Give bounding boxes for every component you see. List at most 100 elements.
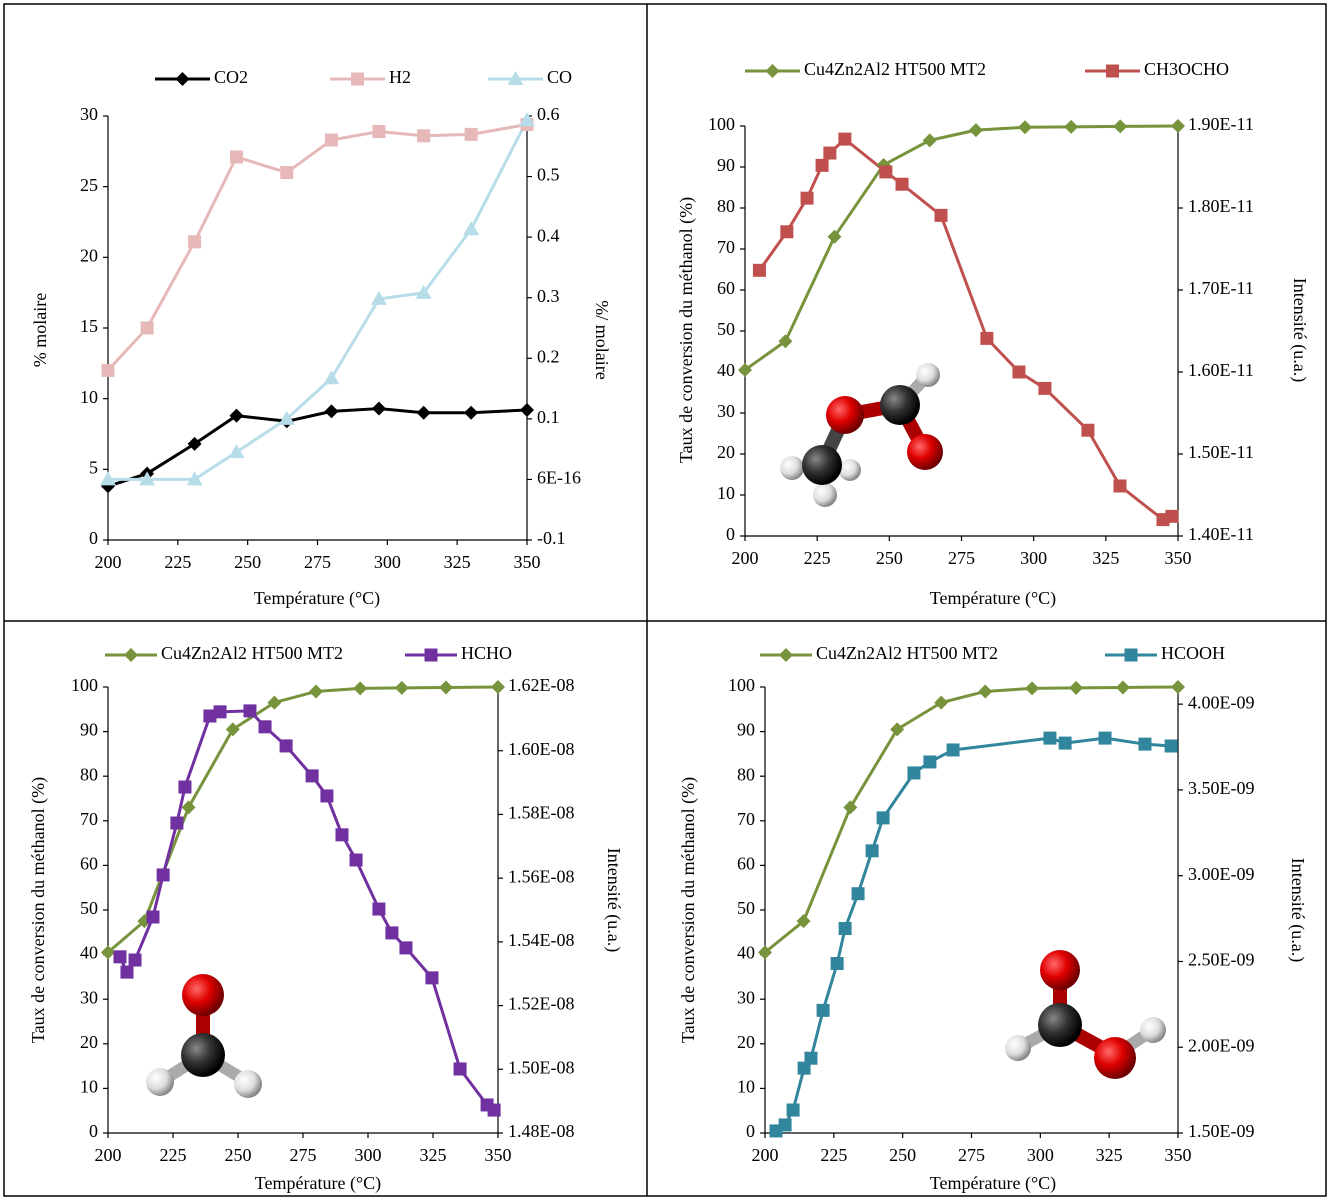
data-point	[464, 127, 478, 141]
data-point	[890, 722, 905, 737]
y2-tick-label: 1.52E-08	[508, 994, 575, 1014]
y-tick-label: 20	[80, 1032, 98, 1052]
data-point	[1081, 423, 1095, 437]
data-point	[520, 402, 534, 417]
data-point	[203, 709, 217, 723]
data-point	[146, 910, 160, 924]
y2-tick-label: 1.70E-11	[1188, 278, 1254, 298]
x-axis-label: Température (°C)	[930, 588, 1056, 609]
legend-label: Cu4Zn2Al2 HT500 MT2	[161, 643, 343, 663]
x-tick-label: 250	[234, 552, 261, 572]
data-point	[324, 404, 339, 419]
data-point	[371, 401, 386, 416]
x-tick-label: 325	[1096, 1145, 1123, 1165]
series-line	[744, 124, 1179, 372]
y-tick-label: 40	[737, 943, 755, 963]
x-tick-label: 275	[290, 1145, 317, 1165]
y-tick-label: 15	[80, 316, 98, 336]
data-point	[843, 800, 858, 815]
x-tick-label: 300	[1020, 548, 1047, 568]
series-line	[764, 685, 1179, 954]
legend-label: CO2	[214, 67, 248, 87]
data-point	[305, 769, 319, 783]
x-tick-label: 225	[160, 1145, 187, 1165]
data-point	[923, 755, 937, 769]
data-point	[876, 811, 890, 825]
data-point	[752, 263, 766, 277]
y2-tick-label: 0.3	[537, 286, 560, 306]
y-tick-label: 10	[80, 1077, 98, 1097]
y2-tick-label: 1.58E-08	[508, 803, 575, 823]
data-point	[780, 225, 794, 239]
data-point	[186, 471, 203, 486]
data-point	[934, 695, 949, 710]
y2-tick-label: 3.50E-09	[1188, 778, 1255, 798]
legend-marker	[765, 64, 780, 78]
y2-axis-label: Intensité (u.a.)	[1289, 278, 1310, 382]
frame	[3, 3, 1327, 1197]
data-point	[1115, 680, 1130, 695]
y-tick-label: 25	[80, 175, 98, 195]
x-tick-label: 275	[948, 548, 975, 568]
y-tick-label: 30	[737, 987, 755, 1007]
y2-tick-label: 1.60E-08	[508, 739, 575, 759]
x-tick-label: 350	[514, 552, 541, 572]
y-tick-label: 50	[737, 898, 755, 918]
y2-tick-label: 1.50E-11	[1188, 442, 1254, 462]
data-point	[439, 680, 453, 695]
y2-tick-label: 6E-16	[537, 468, 581, 488]
data-point	[1012, 365, 1026, 379]
data-point	[815, 158, 829, 172]
data-point	[1069, 680, 1084, 695]
data-point	[229, 150, 243, 164]
data-point	[738, 362, 752, 377]
data-point	[372, 125, 386, 139]
data-point	[1165, 509, 1179, 523]
data-point	[188, 235, 202, 249]
x-tick-label: 250	[889, 1145, 916, 1165]
data-point	[865, 844, 879, 858]
x-tick-label: 350	[1165, 548, 1192, 568]
y2-tick-label: 1.80E-11	[1188, 196, 1254, 216]
y-tick-label: 80	[80, 764, 98, 784]
y-tick-label: 40	[80, 943, 98, 963]
data-point	[978, 684, 993, 699]
data-point	[827, 229, 842, 244]
molecule-formaldehyde	[146, 974, 262, 1098]
legend-label: CH3OCHO	[1144, 59, 1229, 79]
y2-tick-label: 0.1	[537, 407, 560, 427]
data-point	[425, 971, 439, 985]
data-point	[139, 471, 156, 486]
data-point	[156, 868, 170, 882]
y-tick-label: 0	[89, 1121, 98, 1141]
data-point	[922, 133, 937, 148]
data-point	[372, 902, 386, 916]
data-point	[804, 1051, 818, 1065]
y-tick-label: 100	[708, 114, 735, 134]
molecule-methyl-formate	[780, 363, 943, 507]
y-tick-label: 70	[737, 809, 755, 829]
y-tick-label: 30	[80, 104, 98, 124]
y-axis-label: Taux de conversion du méthanol (%)	[28, 777, 49, 1043]
y-tick-label: 30	[717, 401, 735, 421]
y-tick-label: 0	[746, 1121, 755, 1141]
y2-tick-label: 1.40E-11	[1188, 524, 1254, 544]
data-point	[1113, 479, 1127, 493]
y2-tick-label: 0.4	[537, 225, 560, 245]
data-point	[385, 926, 399, 940]
data-point	[838, 922, 852, 936]
data-point	[968, 123, 983, 138]
series-line	[106, 123, 528, 372]
y-tick-label: 10	[80, 387, 98, 407]
data-point	[1138, 737, 1152, 751]
data-point	[128, 953, 142, 967]
data-point	[278, 410, 295, 425]
y2-tick-label: -0.1	[537, 528, 566, 548]
series-line	[758, 137, 1173, 522]
data-point	[370, 290, 387, 305]
data-point	[453, 1062, 467, 1076]
y2-tick-label: 1.48E-08	[508, 1121, 575, 1141]
y-tick-label: 20	[80, 245, 98, 265]
